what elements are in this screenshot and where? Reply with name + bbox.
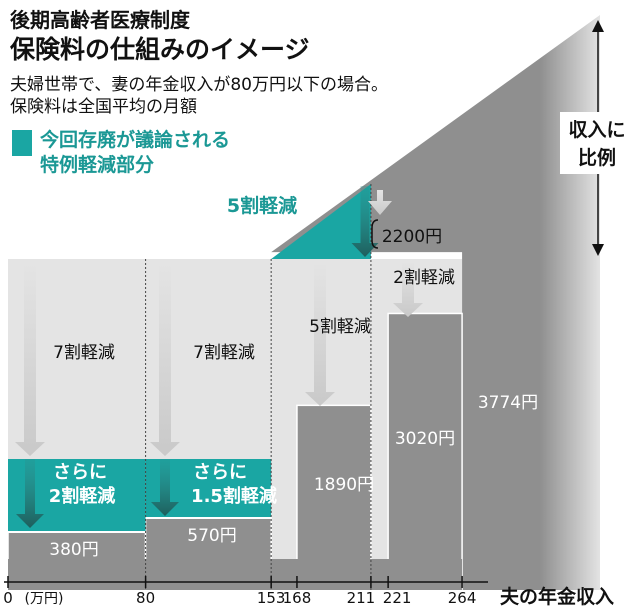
special-reduction-label: 2割軽減 [49,485,116,507]
income-proportional-label: 収入に [568,119,625,141]
premium-bar-base [8,559,463,590]
legend-label-line-2: 特例軽減部分 [40,154,155,176]
value-label: 3020円 [395,429,455,449]
x-tick-label: 264 [448,589,477,606]
reduction-arrow [150,262,180,456]
reduction-label: 2割軽減 [393,268,455,288]
reduction-label: 5割軽減 [309,317,371,337]
premium-bar [387,312,463,591]
value-label: 1890円 [314,475,374,495]
special-reduction-triangle [271,184,371,259]
special-reduction-amount: 2200円 [382,227,442,247]
reduction-arrow [393,262,423,317]
reduction-arrow [15,262,45,456]
proportional-label-bg [560,112,634,174]
income-proportional-area [271,15,600,590]
reduction-label: 7割軽減 [53,343,115,363]
subtitle-line-1: 夫婦世帯で、妻の年金収入が80万円以下の場合。 [10,75,388,95]
legend-label-line-1: 今回存廃が議論される [40,129,231,151]
subtitle-line-2: 保険料は全国平均の月額 [10,97,197,117]
x-tick-label: 153 [257,589,286,606]
special-reduction-label: さらに [53,462,107,483]
kicker-title: 後期高齢者医療制度 [10,8,190,32]
x-axis-label: 夫の年金収入 [500,585,614,606]
proportional-arrow-head-down [592,244,604,256]
x-tick-label: 221 [383,589,412,606]
right-fade [540,15,600,590]
special-reduction-label: 5割軽減 [227,194,297,217]
x-unit-label: (万円) [25,591,64,606]
special-reduction-label: さらに [193,462,247,483]
separator [8,531,146,533]
value-label: 380円 [49,540,98,560]
x-tick-label: 211 [347,589,376,606]
x-tick-label: 80 [136,589,155,606]
proportional-arrow-head-up [592,20,604,32]
bracket [371,219,379,249]
income-proportional-label: 比例 [578,146,616,169]
special-reduction-arrow [351,186,379,257]
reduction-arrow [305,262,335,406]
special-reduction-label: 1.5割軽減 [191,485,277,507]
x-tick-label: 0 [3,589,13,606]
separator [145,517,272,519]
reduction-label: 7割軽減 [193,343,255,363]
value-label: 3774円 [478,393,538,413]
value-label: 570円 [187,526,236,546]
page-title: 保険料の仕組みのイメージ [10,35,310,64]
x-tick-label: 168 [283,589,312,606]
special-reduction-arrow [16,459,44,528]
special-reduction-arrow [151,459,179,516]
legend-swatch [12,130,32,156]
reduction-arrow [368,190,392,215]
